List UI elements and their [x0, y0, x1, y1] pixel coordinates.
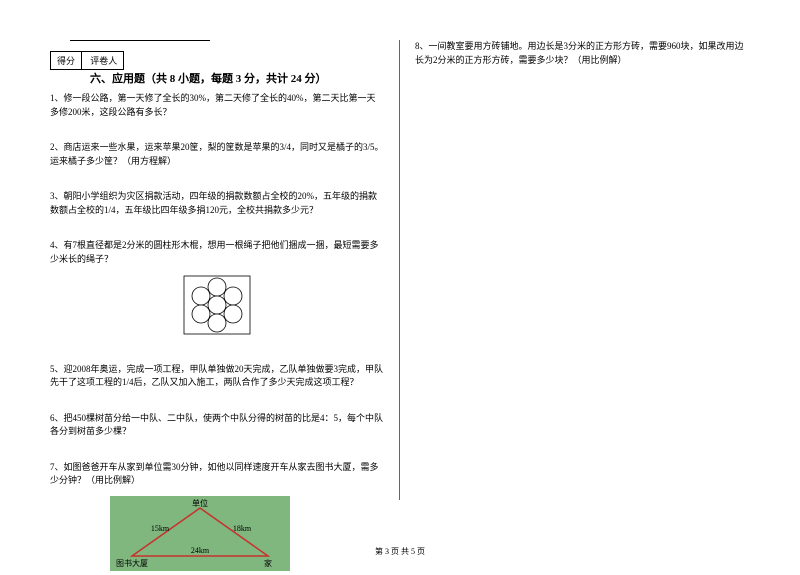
tri-left-label: 图书大厦	[116, 558, 148, 568]
question-3: 3、朝阳小学组织为灾区捐款活动，四年级的捐款数额占全校的20%，五年级的捐款数额…	[50, 190, 384, 217]
question-6: 6、把450棵树苗分给一中队、二中队，使两个中队分得的树苗的比是4：5，每个中队…	[50, 412, 384, 439]
page-container: 得分 评卷人 六、应用题（共 8 小题，每题 3 分，共计 24 分） 1、修一…	[0, 0, 800, 530]
left-column: 得分 评卷人 六、应用题（共 8 小题，每题 3 分，共计 24 分） 1、修一…	[50, 40, 400, 500]
circles-diagram	[50, 274, 384, 341]
score-box: 得分 评卷人	[50, 51, 124, 70]
question-5: 5、迎2008年奥运，完成一项工程，甲队单独做20天完成，乙队单独做要3完成，甲…	[50, 363, 384, 390]
triangle-svg: 单位 15km 18km 图书大厦 家 24km	[110, 496, 290, 571]
top-line	[70, 40, 210, 41]
question-8: 8、一间教室要用方砖铺地。用边长是3分米的正方形方砖，需要960块，如果改用边长…	[415, 40, 750, 67]
tri-right-label: 家	[264, 558, 272, 568]
question-7-text: 7、如图爸爸开车从家到单位需30分钟，如他以同样速度开车从家去图书大厦，需多少分…	[50, 462, 379, 486]
section-title: 六、应用题（共 8 小题，每题 3 分，共计 24 分）	[90, 70, 327, 86]
circles-svg	[182, 274, 252, 336]
tri-top-label: 单位	[192, 498, 208, 508]
tri-side1: 15km	[151, 524, 170, 533]
page-footer: 第 3 页 共 5 页	[0, 546, 800, 557]
score-label: 得分	[51, 52, 82, 69]
right-column: 8、一间教室要用方砖铺地。用边长是3分米的正方形方砖，需要960块，如果改用边长…	[400, 40, 750, 500]
question-4: 4、有7根直径都是2分米的圆柱形木棍，想用一根绳子把他们捆成一捆，最短需要多少米…	[50, 239, 384, 341]
grader-label: 评卷人	[84, 52, 123, 69]
question-7: 7、如图爸爸开车从家到单位需30分钟，如他以同样速度开车从家去图书大厦，需多少分…	[50, 461, 384, 575]
section-header: 得分 评卷人 六、应用题（共 8 小题，每题 3 分，共计 24 分）	[50, 51, 384, 86]
question-1: 1、修一段公路，第一天修了全长的30%，第二天修了全长的40%，第二天比第一天多…	[50, 92, 384, 119]
question-4-text: 4、有7根直径都是2分米的圆柱形木棍，想用一根绳子把他们捆成一捆，最短需要多少米…	[50, 240, 379, 264]
question-2: 2、商店运来一些水果，运来苹果20筐，梨的筐数是苹果的3/4，同时又是橘子的3/…	[50, 141, 384, 168]
tri-side2: 18km	[233, 524, 252, 533]
triangle-diagram: 单位 15km 18km 图书大厦 家 24km	[110, 496, 384, 575]
